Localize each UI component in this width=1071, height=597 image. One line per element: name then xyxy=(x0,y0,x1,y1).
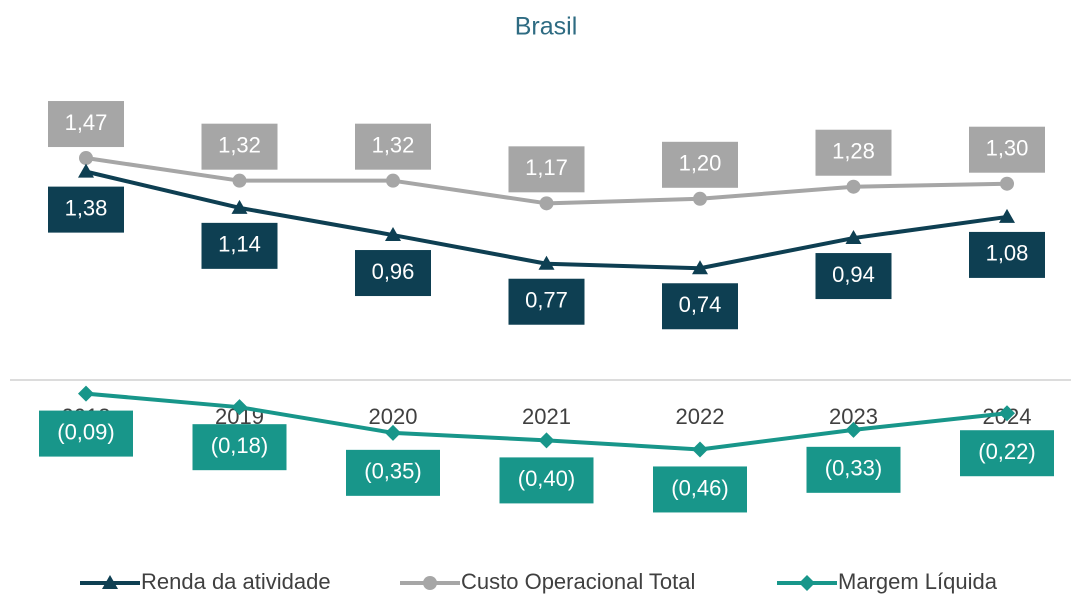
data-point xyxy=(692,441,708,458)
data-point xyxy=(1000,176,1014,191)
label-box xyxy=(969,231,1045,278)
data-label: 0,77 xyxy=(525,288,568,313)
label-box xyxy=(48,186,124,233)
data-label: 1,47 xyxy=(65,110,108,135)
data-label: 0,94 xyxy=(832,262,875,287)
data-point xyxy=(79,151,93,166)
data-label: 1,17 xyxy=(525,155,568,180)
label-box xyxy=(192,424,287,471)
data-label: 1,30 xyxy=(986,136,1029,161)
data-point xyxy=(845,230,862,245)
data-point xyxy=(385,227,401,242)
label-box xyxy=(653,466,747,513)
data-point xyxy=(231,399,248,416)
legend-label: Renda da atividade xyxy=(141,569,331,594)
x-tick-label: 2022 xyxy=(676,404,725,429)
label-box xyxy=(201,123,278,170)
label-box xyxy=(662,141,738,188)
data-label: 1,38 xyxy=(65,195,108,220)
data-point xyxy=(693,191,707,206)
data-label: (0,18) xyxy=(211,433,268,458)
label-box xyxy=(815,253,892,300)
data-label: (0,33) xyxy=(825,456,882,481)
label-box xyxy=(201,222,278,269)
data-label: (0,35) xyxy=(364,459,421,484)
chart-title: Brasil xyxy=(515,13,578,41)
data-label: 0,74 xyxy=(679,292,722,317)
legend-marker xyxy=(423,576,437,590)
label-box xyxy=(960,430,1054,477)
legend-marker xyxy=(799,575,815,591)
data-label: 1,32 xyxy=(372,132,415,157)
data-label: (0,40) xyxy=(518,466,575,491)
data-point xyxy=(845,421,862,438)
legend-marker xyxy=(102,575,118,589)
label-box xyxy=(355,250,431,297)
label-box xyxy=(355,123,431,170)
data-point xyxy=(999,208,1015,223)
label-box xyxy=(39,410,133,457)
data-point xyxy=(231,199,248,214)
data-point xyxy=(692,260,708,275)
data-label: (0,22) xyxy=(978,439,1035,464)
data-point xyxy=(999,405,1015,422)
x-tick-label: 2020 xyxy=(369,404,418,429)
x-tick-label: 2021 xyxy=(522,404,571,429)
label-box xyxy=(969,126,1045,173)
data-point xyxy=(232,173,247,188)
data-label: 1,20 xyxy=(679,151,722,176)
label-box xyxy=(815,129,892,176)
data-point xyxy=(78,385,94,402)
data-label: 0,96 xyxy=(372,259,415,284)
data-point xyxy=(538,255,555,270)
data-point xyxy=(539,196,554,211)
data-point xyxy=(386,173,400,188)
data-point xyxy=(78,163,94,178)
label-box xyxy=(48,101,124,148)
data-label: 1,32 xyxy=(218,132,261,157)
data-label: (0,46) xyxy=(671,475,728,500)
label-box xyxy=(499,457,594,504)
data-label: 1,28 xyxy=(832,139,875,164)
label-box xyxy=(806,446,901,493)
data-point xyxy=(538,432,555,449)
data-point xyxy=(846,179,861,194)
label-box xyxy=(508,146,585,193)
data-label: (0,09) xyxy=(57,419,114,444)
data-label: 1,14 xyxy=(218,232,261,257)
label-box xyxy=(508,278,585,325)
legend-label: Custo Operacional Total xyxy=(461,569,695,594)
label-box xyxy=(346,449,440,496)
legend-label: Margem Líquida xyxy=(838,569,998,594)
data-point xyxy=(385,424,401,441)
data-label: 1,08 xyxy=(986,241,1029,266)
label-box xyxy=(662,283,738,330)
